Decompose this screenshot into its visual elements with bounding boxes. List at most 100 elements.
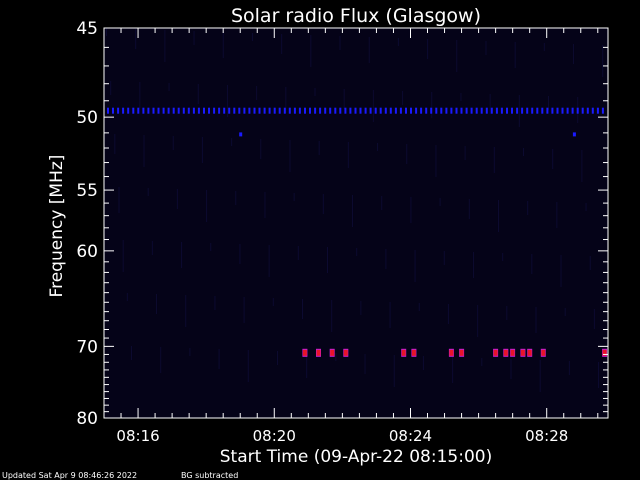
noise-streak: [193, 31, 195, 45]
noise-streak: [256, 86, 258, 100]
blue-band-dash: [440, 107, 443, 114]
blue-band-dash: [177, 107, 180, 114]
noise-streak: [543, 43, 545, 51]
blue-band-dash: [536, 107, 539, 114]
noise-streak: [397, 38, 399, 46]
blue-band-dash: [435, 107, 438, 114]
noise-streak: [164, 30, 166, 62]
burst-mark: [401, 349, 406, 356]
noise-streak: [264, 192, 266, 218]
blue-band-dash: [475, 107, 478, 114]
blue-band-dash: [258, 107, 261, 114]
burst-mark: [411, 349, 416, 356]
blue-band-dash: [571, 107, 574, 114]
noise-streak: [106, 28, 107, 36]
blue-band-dash: [506, 107, 508, 114]
noise-streak: [497, 200, 499, 232]
noise-streak: [327, 247, 329, 273]
noise-streak: [276, 351, 278, 365]
blue-band-dash: [384, 107, 387, 114]
noise-streak: [506, 306, 508, 320]
noise-streak: [410, 197, 412, 223]
blue-band-dash: [485, 107, 488, 114]
blue-band-dash: [495, 107, 498, 114]
blue-band-dash: [192, 107, 195, 114]
blue-band-dash: [304, 107, 306, 114]
noise-streak: [281, 34, 283, 54]
noise-streak: [147, 188, 149, 196]
blue-band-dash: [430, 107, 433, 114]
blue-band-dash: [415, 107, 418, 114]
noise-streak: [602, 45, 604, 77]
noise-streak: [272, 298, 274, 306]
x-tick-label: 08:24: [389, 427, 432, 445]
noise-streak: [231, 138, 233, 146]
noise-streak: [297, 246, 299, 260]
blue-band-dash: [182, 107, 185, 114]
noise-streak: [593, 309, 595, 329]
noise-streak: [293, 193, 295, 201]
blue-band-dash: [541, 107, 544, 114]
blue-band-dash: [450, 107, 453, 114]
noise-streak: [289, 140, 291, 172]
noise-streak: [143, 135, 145, 167]
noise-streak: [585, 203, 587, 211]
noise-streak: [110, 81, 112, 95]
blue-band-dash: [460, 107, 463, 114]
noise-streak: [201, 137, 203, 163]
burst-mark: [510, 349, 515, 356]
burst-mark: [527, 349, 532, 356]
noise-streak: [310, 35, 312, 67]
noise-streak: [335, 353, 337, 361]
updated-timestamp: Updated Sat Apr 9 08:46:26 2022: [2, 471, 137, 480]
noise-streak: [285, 87, 287, 113]
noise-streak: [439, 198, 441, 206]
blue-band-dash: [293, 107, 296, 114]
blue-band-dash: [465, 107, 468, 114]
y-axis-label: Frequency [MHz]: [47, 155, 67, 298]
blue-band-dash: [546, 107, 549, 114]
blue-band-dash: [344, 107, 347, 114]
noise-streak: [493, 147, 495, 173]
noise-streak: [527, 201, 529, 215]
blue-band-dash: [213, 107, 216, 114]
noise-streak: [573, 44, 575, 64]
noise-streak: [377, 143, 379, 151]
noise-streak: [172, 136, 174, 150]
blue-band-dash: [490, 107, 493, 114]
noise-streak: [360, 301, 362, 315]
noise-streak: [414, 250, 416, 282]
noise-streak: [431, 92, 433, 118]
blue-band-dash: [288, 107, 291, 114]
blue-band-dash: [364, 107, 367, 114]
blue-band-dash: [511, 107, 513, 114]
blue-band-dash: [349, 107, 352, 114]
burst-mark: [520, 349, 525, 356]
blue-band-dash: [132, 107, 135, 114]
blue-band-dash: [162, 107, 165, 114]
y-tick-label: 70: [76, 337, 98, 357]
noise-streak: [247, 350, 249, 382]
burst-mark: [449, 349, 454, 356]
blue-band-dash: [309, 107, 311, 114]
noise-streak: [135, 29, 137, 49]
plot-frame: [103, 27, 609, 419]
blue-band-dash: [263, 107, 266, 114]
noise-streak: [548, 96, 550, 110]
y-tick-label: 60: [76, 242, 98, 262]
noise-streak: [156, 294, 158, 314]
blue-band-dash: [455, 107, 458, 114]
noise-streak: [268, 245, 270, 277]
noise-streak: [510, 359, 512, 379]
noise-streak: [314, 88, 316, 96]
blue-band-dash: [526, 107, 529, 114]
blue-band-dash: [314, 107, 317, 114]
noise-streak: [427, 39, 429, 59]
blue-band-dash: [445, 107, 448, 114]
burst-mark: [493, 349, 498, 356]
blue-band-dash: [122, 107, 125, 114]
bg-subtracted-note: BG subtracted: [181, 471, 238, 480]
blue-band-dash: [551, 107, 554, 114]
noise-streak: [564, 308, 566, 316]
noise-streak: [352, 195, 354, 227]
